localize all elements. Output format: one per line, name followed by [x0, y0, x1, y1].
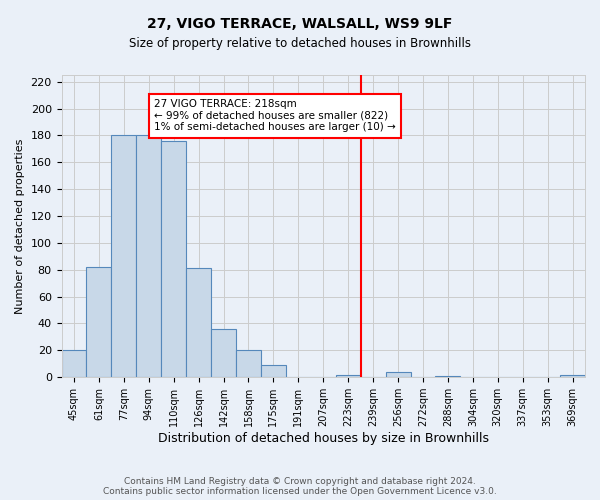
Bar	[236, 350, 261, 377]
Text: 27 VIGO TERRACE: 218sqm
← 99% of detached houses are smaller (822)
1% of semi-de: 27 VIGO TERRACE: 218sqm ← 99% of detache…	[154, 99, 395, 132]
Text: Size of property relative to detached houses in Brownhills: Size of property relative to detached ho…	[129, 38, 471, 51]
Bar	[136, 136, 161, 377]
Bar	[386, 372, 410, 377]
Bar	[86, 267, 112, 377]
X-axis label: Distribution of detached houses by size in Brownhills: Distribution of detached houses by size …	[158, 432, 489, 445]
Bar	[560, 374, 585, 377]
Bar	[211, 329, 236, 377]
Text: Contains HM Land Registry data © Crown copyright and database right 2024.: Contains HM Land Registry data © Crown c…	[124, 477, 476, 486]
Bar	[62, 350, 86, 377]
Bar	[261, 365, 286, 377]
Text: Contains public sector information licensed under the Open Government Licence v3: Contains public sector information licen…	[103, 487, 497, 496]
Bar	[161, 141, 186, 377]
Bar	[186, 268, 211, 377]
Y-axis label: Number of detached properties: Number of detached properties	[15, 138, 25, 314]
Bar	[112, 136, 136, 377]
Bar	[436, 376, 460, 377]
Text: 27, VIGO TERRACE, WALSALL, WS9 9LF: 27, VIGO TERRACE, WALSALL, WS9 9LF	[148, 18, 452, 32]
Bar	[336, 374, 361, 377]
